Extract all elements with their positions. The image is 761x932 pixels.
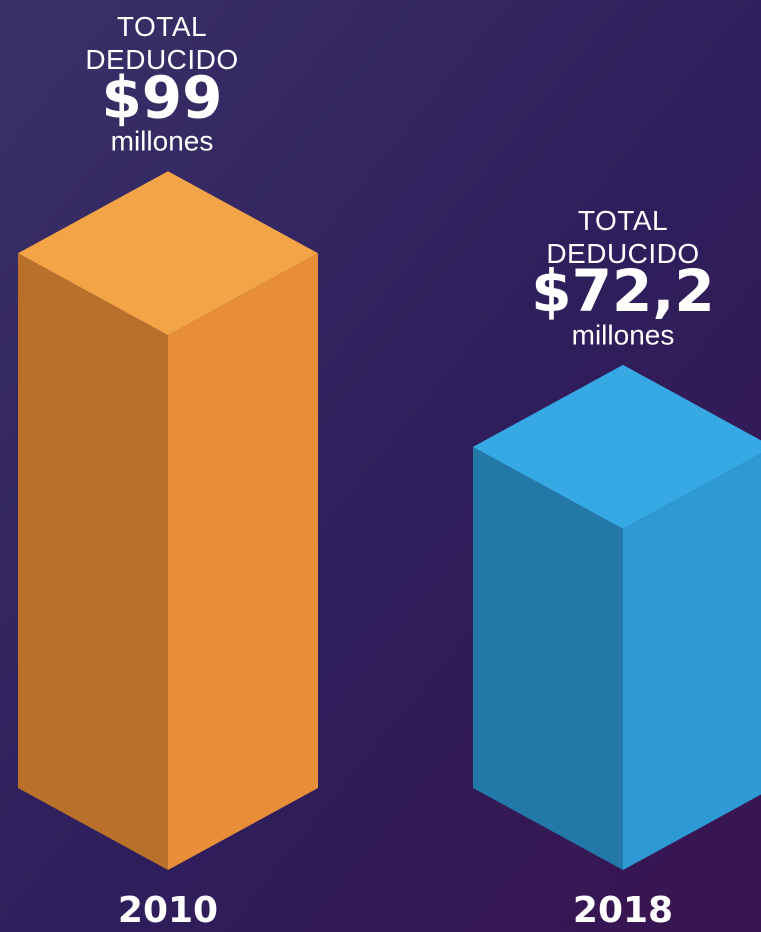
value-caption: TOTAL DEDUCIDO — [546, 205, 699, 269]
x-tick-label: 2018 — [573, 890, 673, 931]
bar-top-face — [473, 364, 761, 529]
x-tick-label: 2010 — [118, 890, 218, 931]
value-unit: millones — [572, 319, 675, 350]
value-label: $99 — [101, 63, 222, 131]
value-unit: millones — [111, 126, 214, 157]
bar-left-face — [18, 253, 168, 870]
bar — [18, 171, 318, 870]
bar-top-face — [18, 171, 318, 336]
bar-left-face — [473, 446, 623, 870]
value-caption: TOTAL DEDUCIDO — [85, 12, 238, 76]
bar-right-face — [623, 453, 761, 870]
value-label: $72,2 — [531, 257, 714, 325]
bar-right-face — [168, 253, 318, 870]
bar — [473, 364, 761, 870]
